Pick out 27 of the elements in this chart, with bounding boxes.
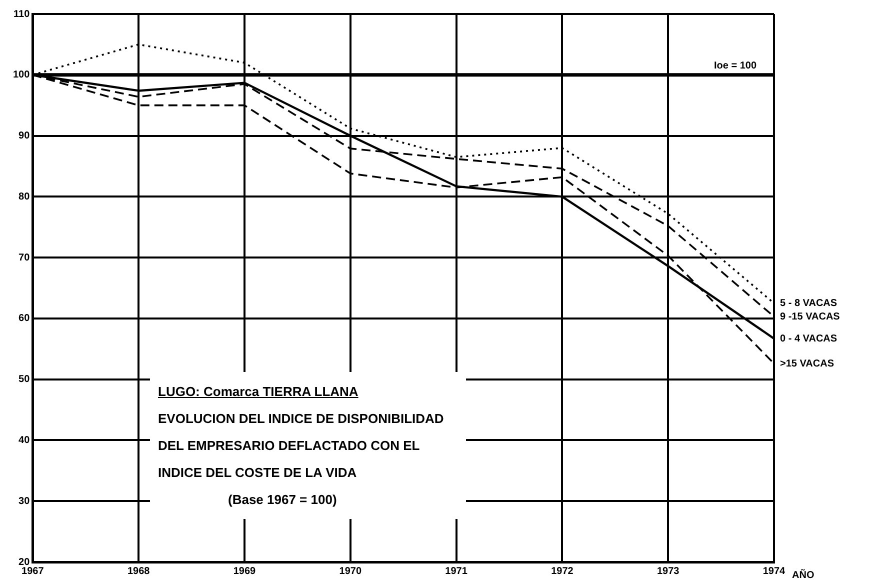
x-axis-title: AÑO [792,568,814,581]
y-tick-label: 110 [14,8,30,20]
x-tick-label: 1974 [762,566,786,577]
x-tick-label: 1970 [339,566,362,577]
text: LUGO: Comarca TIERRA LLANA [158,383,360,401]
x-tick-label: 1969 [233,566,256,577]
x-tick-label: 1973 [656,566,680,577]
y-tick-label: 70 [18,252,30,264]
series-label: 5 - 8 VACAS [780,298,838,309]
x-tick-label: 1971 [445,566,468,577]
x-tick-label: 1968 [127,566,150,577]
y-tick-label: 30 [18,496,30,507]
series-label: >15 VACAS [780,358,834,370]
text: EVOLUCION DEL INDICE DE DISPONIBILIDAD DEL EMPRESARIO DEFLACTADO CON EL INDICE DEL COSTE DE LA VIDA [158,410,445,482]
series-label: 0 - 4 VACAS [780,333,838,344]
x-tick-label: 1972 [551,566,574,577]
y-tick-label: 60 [18,313,30,324]
y-tick-label: 100 [12,70,30,81]
y-tick-label: 40 [18,434,30,446]
annotation: (Base 1967 = 100) [227,491,338,509]
ref-line-label: Ioe = 100 [714,60,757,72]
x-tick-label: 1967 [22,566,44,577]
y-tick-label: 20 [18,556,30,568]
y-tick-label: 80 [18,191,30,202]
y-tick-label: 90 [18,130,30,142]
series-label: 9 -15 VACAS [780,311,840,322]
y-tick-label: 50 [18,374,30,386]
